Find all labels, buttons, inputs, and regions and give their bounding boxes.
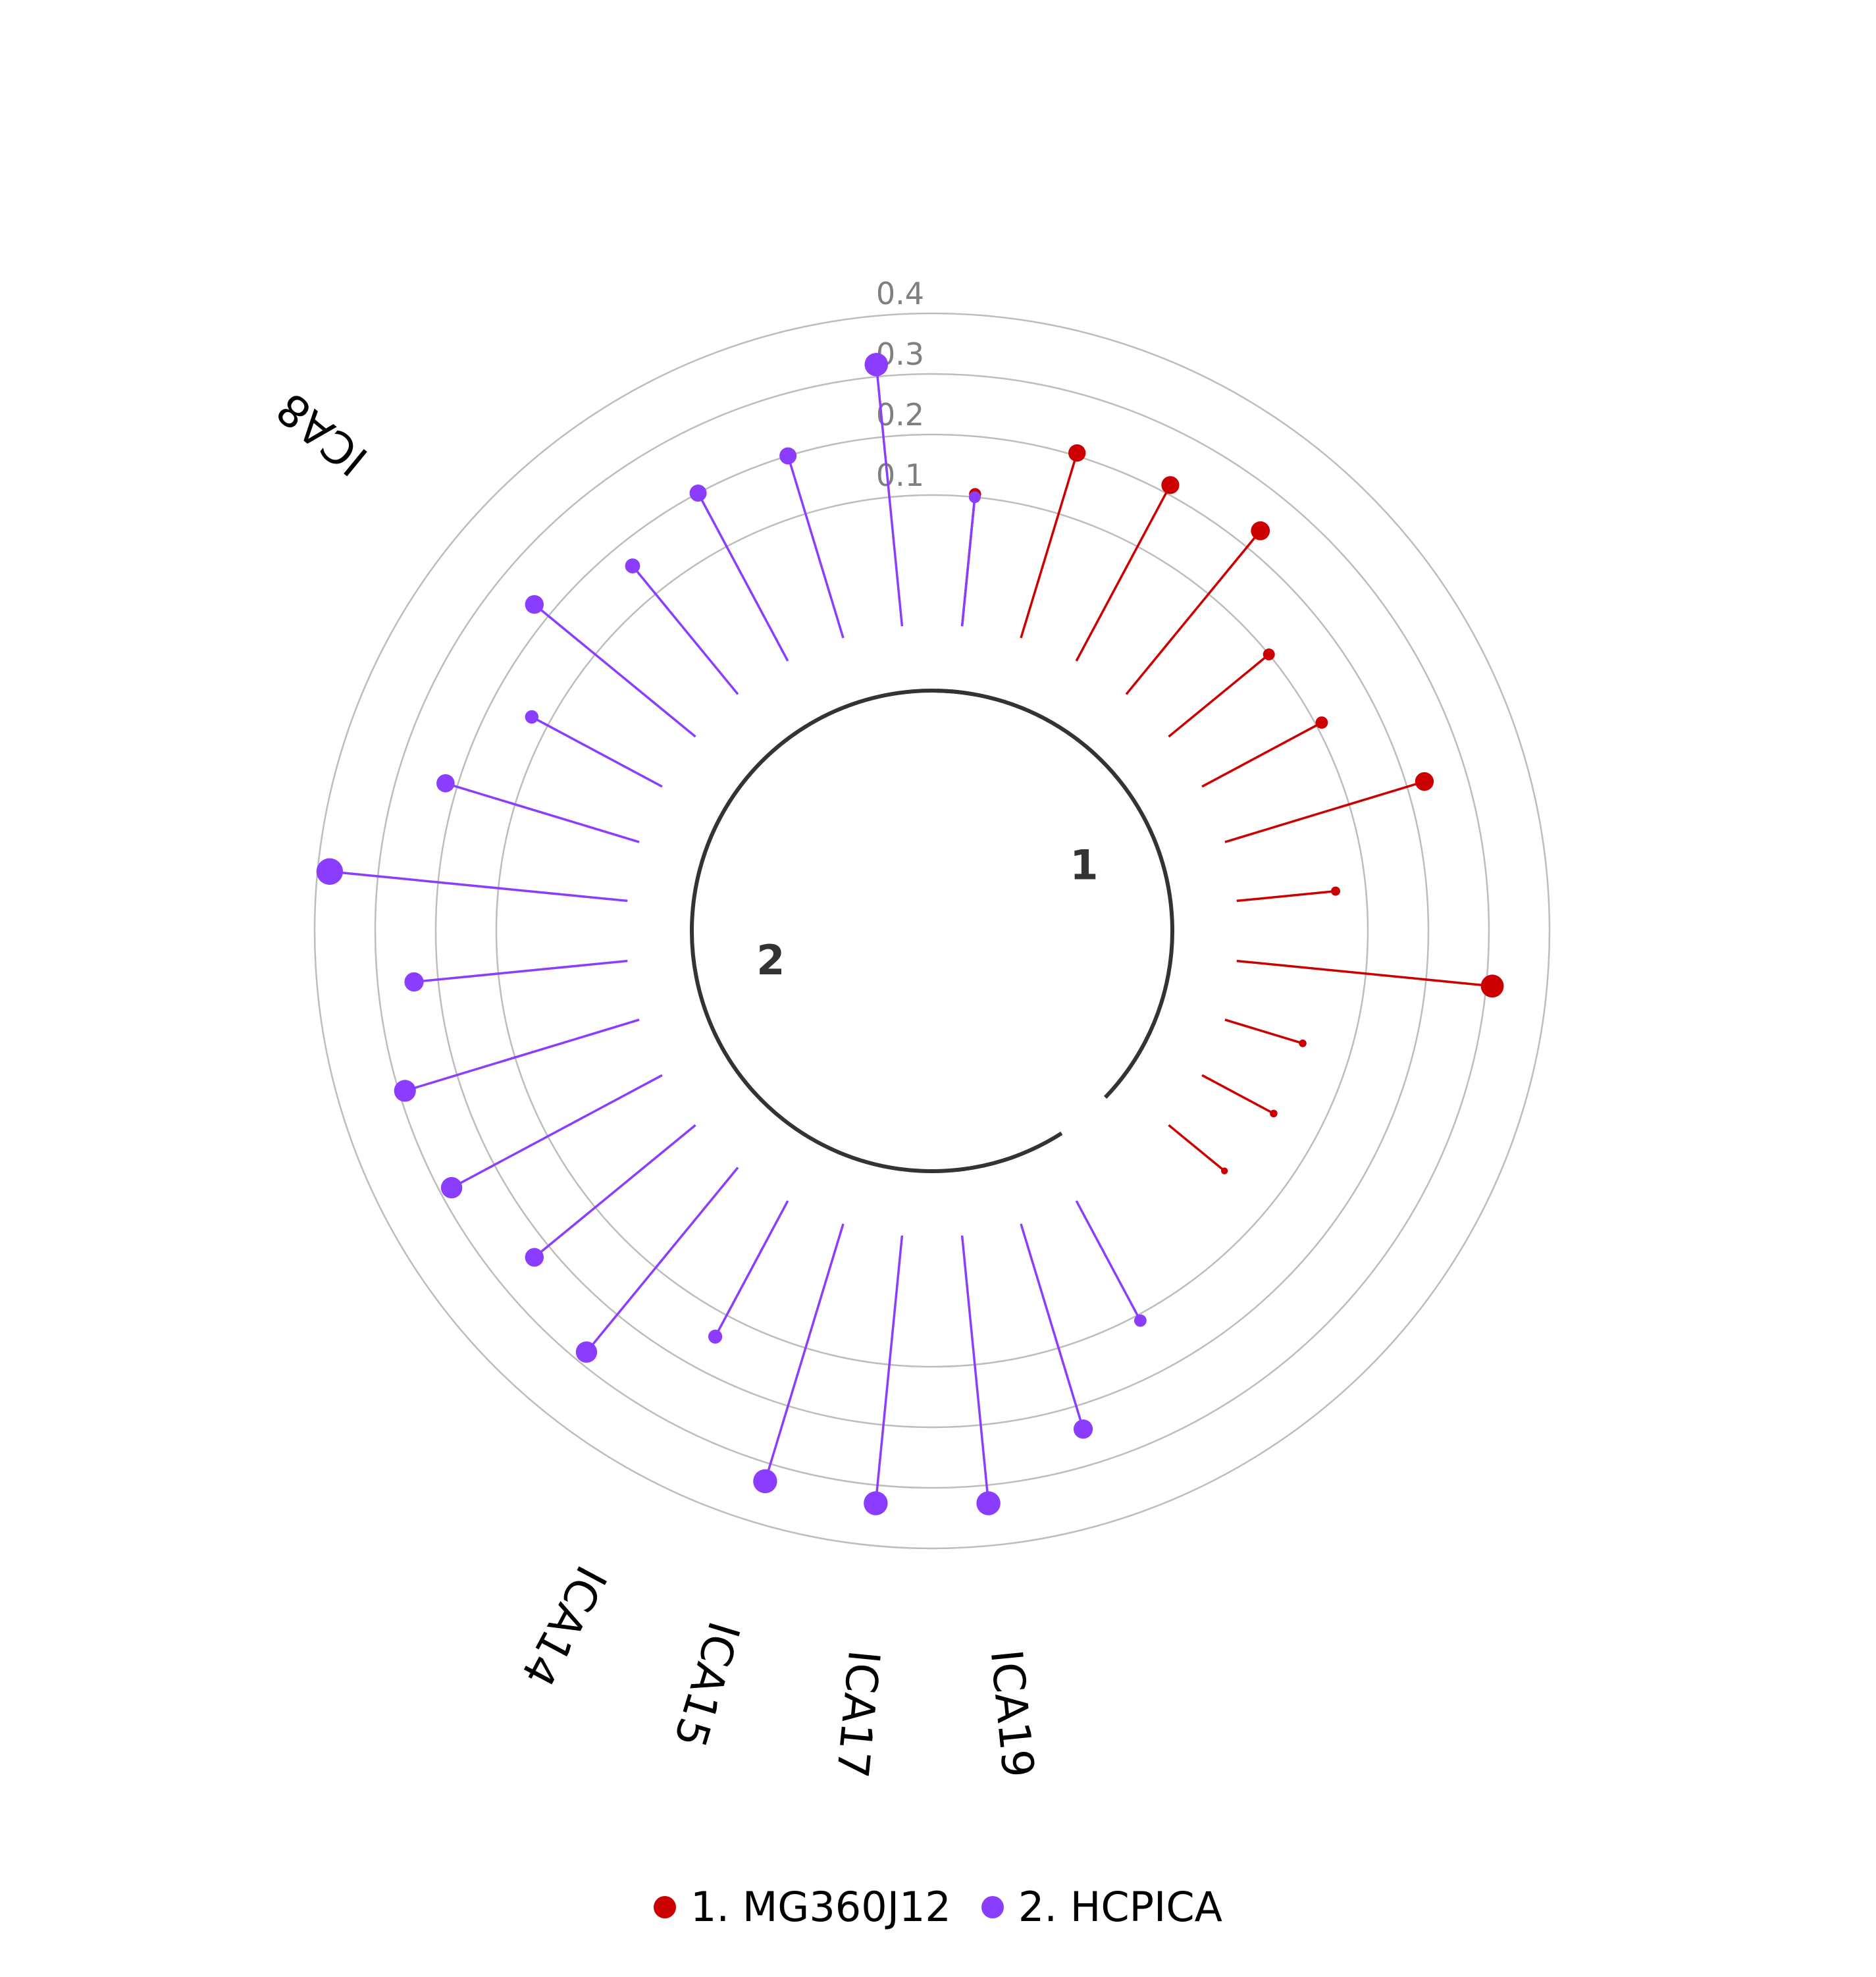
lollipop-dot bbox=[1161, 476, 1179, 494]
lollipop-dot bbox=[753, 1469, 777, 1493]
lollipop-stem bbox=[1225, 1020, 1303, 1043]
lollipop-stem bbox=[1168, 654, 1268, 737]
lollipop-stem bbox=[1021, 453, 1077, 638]
lollipop-stem bbox=[716, 1201, 788, 1336]
grid-ring-0.4 bbox=[315, 313, 1550, 1548]
point-label-ica17: ICA17 bbox=[826, 1648, 889, 1780]
lollipop-dot bbox=[1270, 1110, 1278, 1118]
lollipop-stem bbox=[962, 1236, 989, 1504]
lollipop-stem bbox=[765, 1224, 843, 1481]
legend: 1. MG360J12 2. HCPICA bbox=[0, 1883, 1876, 1931]
point-label-ica14: ICA14 bbox=[511, 1558, 617, 1695]
lollipop-stem bbox=[788, 456, 843, 638]
radial-tick-label: 0.1 bbox=[876, 458, 924, 493]
lollipop-dot bbox=[976, 1491, 1000, 1515]
lollipop-stem bbox=[532, 717, 662, 787]
lollipop-stem bbox=[962, 497, 975, 626]
grid-ring-0.2 bbox=[436, 435, 1428, 1427]
lollipop-dot bbox=[1134, 1315, 1147, 1327]
point-label-ica19: ICA19 bbox=[981, 1647, 1044, 1779]
lollipop-stem bbox=[452, 1075, 662, 1188]
lollipop-dot bbox=[1068, 444, 1085, 461]
lollipop-stem bbox=[446, 783, 639, 842]
lollipop-stem bbox=[698, 493, 788, 661]
lollipop-dot bbox=[1331, 887, 1340, 896]
lollipop-dot bbox=[1415, 772, 1434, 791]
lollipop-stem bbox=[875, 1236, 902, 1504]
grid-ring-0.3 bbox=[375, 374, 1489, 1488]
radial-grid bbox=[315, 313, 1550, 1548]
lollipop-dot bbox=[779, 447, 796, 464]
lollipop-dot bbox=[1299, 1040, 1307, 1047]
lollipop-dot bbox=[525, 710, 538, 724]
lollipop-dot bbox=[441, 1177, 462, 1198]
lollipop-stem bbox=[534, 604, 696, 737]
lollipop-stems bbox=[317, 353, 1504, 1516]
lollipop-dot bbox=[404, 972, 423, 991]
lollipop-stem bbox=[1202, 1075, 1274, 1113]
legend-item-2: 2. HCPICA bbox=[981, 1883, 1222, 1931]
lollipop-dot bbox=[1316, 716, 1328, 729]
lollipop-dot bbox=[625, 558, 640, 573]
group-arc-2 bbox=[692, 691, 1062, 1171]
lollipop-stem bbox=[1237, 891, 1336, 901]
radial-tick-label: 0.4 bbox=[876, 276, 924, 311]
lollipop-dot bbox=[525, 1248, 544, 1267]
lollipop-dot bbox=[394, 1080, 416, 1101]
lollipop-dot bbox=[864, 1491, 887, 1515]
group-number-1: 1 bbox=[1070, 841, 1098, 889]
lollipop-dot bbox=[1481, 974, 1504, 997]
group-number-2: 2 bbox=[756, 936, 785, 984]
grid-ring-0.1 bbox=[496, 495, 1368, 1367]
lollipop-stem bbox=[414, 961, 627, 982]
lollipop-dot bbox=[1074, 1419, 1093, 1438]
lollipop-stem bbox=[1076, 485, 1170, 661]
legend-marker-1 bbox=[654, 1896, 676, 1918]
point-label-ica15: ICA15 bbox=[664, 1616, 749, 1754]
legend-item-1: 1. MG360J12 bbox=[654, 1883, 951, 1931]
group-arcs: 12 bbox=[692, 691, 1172, 1171]
legend-marker-2 bbox=[981, 1896, 1004, 1918]
lollipop-dot bbox=[690, 485, 707, 502]
lollipop-dot bbox=[1221, 1167, 1228, 1174]
point-label-ica8: ICA8 bbox=[267, 382, 377, 485]
lollipop-stem bbox=[1021, 1224, 1083, 1429]
lollipop-dot bbox=[1251, 521, 1270, 540]
lollipop-dot bbox=[1263, 648, 1275, 660]
lollipop-dot bbox=[525, 595, 544, 614]
legend-label-2: 2. HCPICA bbox=[1018, 1883, 1222, 1931]
lollipop-dot bbox=[317, 858, 343, 885]
lollipop-stem bbox=[1076, 1201, 1140, 1321]
group-arc-1 bbox=[937, 691, 1172, 1097]
radial-tick-labels: 0.10.20.30.4 bbox=[876, 276, 924, 493]
lollipop-stem bbox=[330, 872, 627, 901]
lollipop-stem bbox=[1202, 723, 1322, 787]
lollipop-dot bbox=[708, 1330, 722, 1344]
lollipop-dot bbox=[864, 353, 888, 377]
lollipop-stem bbox=[534, 1125, 696, 1257]
lollipop-stem bbox=[633, 566, 738, 695]
lollipop-stem bbox=[1168, 1125, 1224, 1171]
lollipop-dot bbox=[576, 1342, 597, 1363]
lollipop-dot bbox=[436, 774, 455, 793]
lollipop-stem bbox=[1126, 531, 1261, 694]
lollipop-dot bbox=[969, 491, 981, 503]
lollipop-stem bbox=[1225, 781, 1424, 842]
legend-label-1: 1. MG360J12 bbox=[690, 1883, 951, 1931]
